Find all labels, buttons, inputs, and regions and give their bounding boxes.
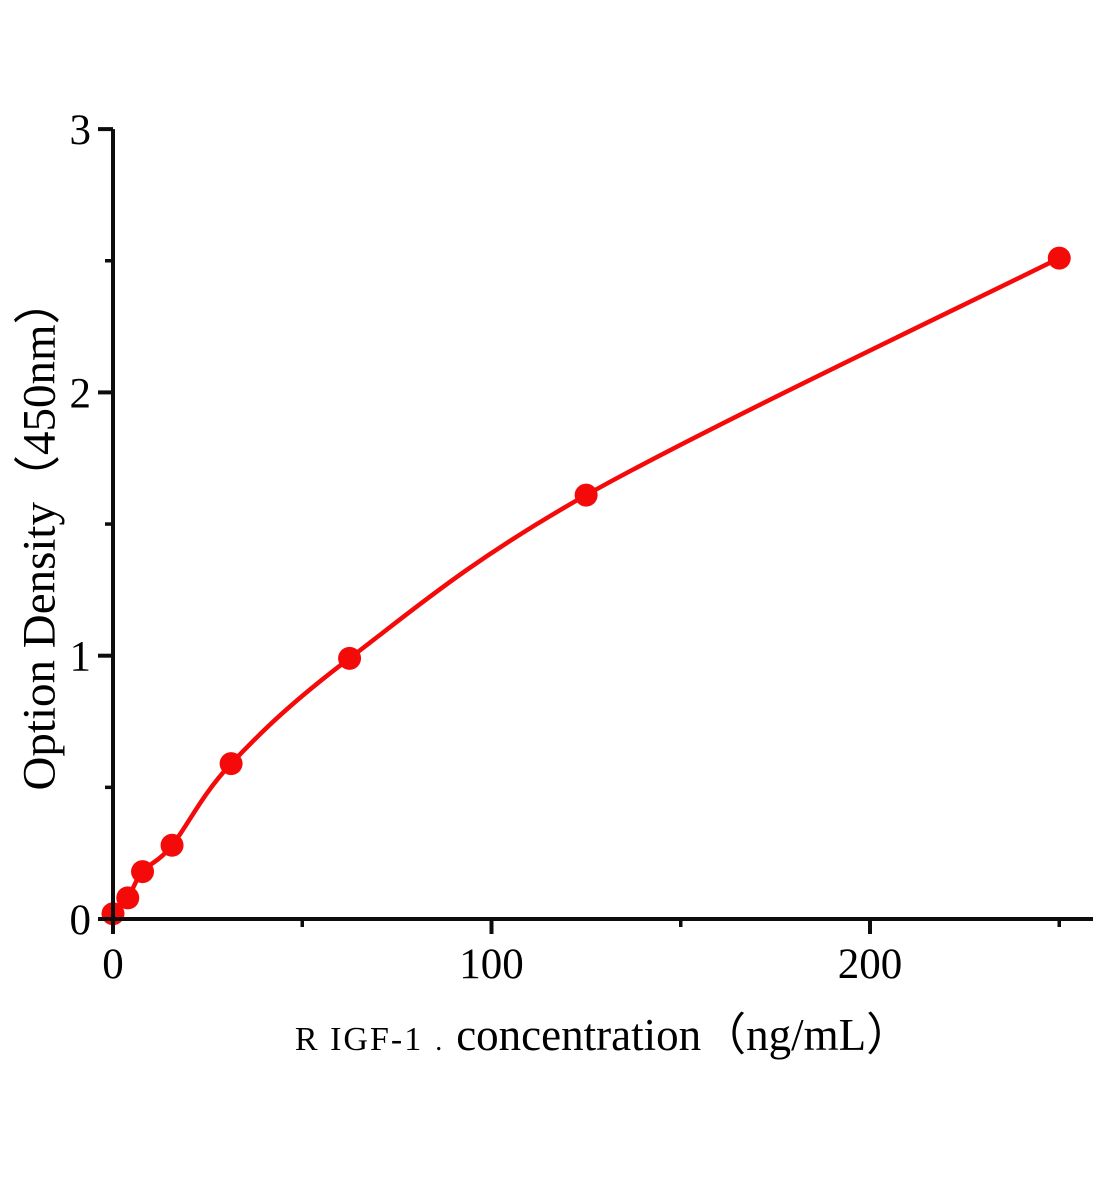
y-tick-label: 1 xyxy=(70,634,92,681)
data-point xyxy=(160,833,184,857)
x-axis-title-dot: . xyxy=(435,1026,443,1057)
data-point xyxy=(219,752,243,776)
y-tick-label: 3 xyxy=(70,107,92,154)
y-tick-label: 2 xyxy=(70,370,92,417)
y-tick-label: 0 xyxy=(70,897,92,944)
x-axis-title-main: concentration（ng/mL） xyxy=(456,1010,912,1060)
data-point xyxy=(338,646,362,670)
x-axis-title-prefix: R IGF-1 xyxy=(294,1021,424,1058)
y-axis-title: Option Density（450nm） xyxy=(13,277,66,791)
data-point xyxy=(131,860,155,884)
x-tick-label: 100 xyxy=(459,941,524,988)
x-axis-title: R IGF-1. concentration（ng/mL） xyxy=(113,998,1093,1063)
data-point xyxy=(1047,246,1071,270)
curve xyxy=(110,255,1062,916)
data-point xyxy=(116,886,140,910)
x-tick-label: 0 xyxy=(102,941,124,988)
x-tick-label: 200 xyxy=(838,941,903,988)
data-point xyxy=(574,483,598,507)
